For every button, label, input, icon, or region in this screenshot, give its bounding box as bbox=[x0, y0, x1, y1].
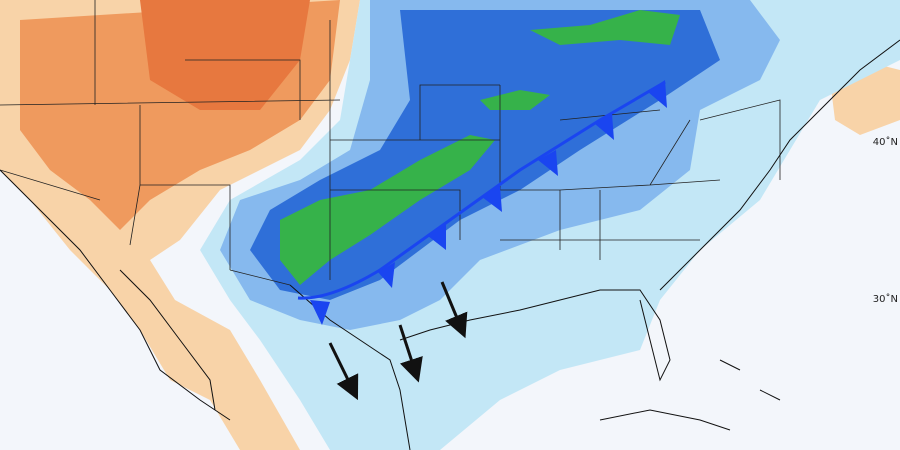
arrow bbox=[440, 281, 468, 339]
precip-very-heavy bbox=[280, 135, 495, 285]
front-triangle bbox=[482, 186, 502, 212]
front-triangle bbox=[648, 80, 667, 108]
front-triangle bbox=[428, 224, 446, 250]
warm-anomaly-dark bbox=[140, 0, 310, 110]
front-triangle bbox=[378, 262, 395, 288]
front-triangle bbox=[538, 150, 558, 176]
precip-very-heavy bbox=[530, 10, 680, 45]
latitude-label: 30˚N bbox=[873, 293, 898, 305]
cold-front bbox=[297, 80, 667, 325]
latitude-label: 40˚N bbox=[873, 136, 898, 148]
front-triangle bbox=[595, 114, 614, 140]
motion-arrows bbox=[328, 281, 468, 401]
arrow bbox=[398, 324, 423, 383]
front-triangle bbox=[310, 300, 330, 325]
arrow bbox=[328, 342, 359, 401]
front-line bbox=[297, 80, 666, 300]
precip-very-heavy bbox=[480, 90, 550, 110]
